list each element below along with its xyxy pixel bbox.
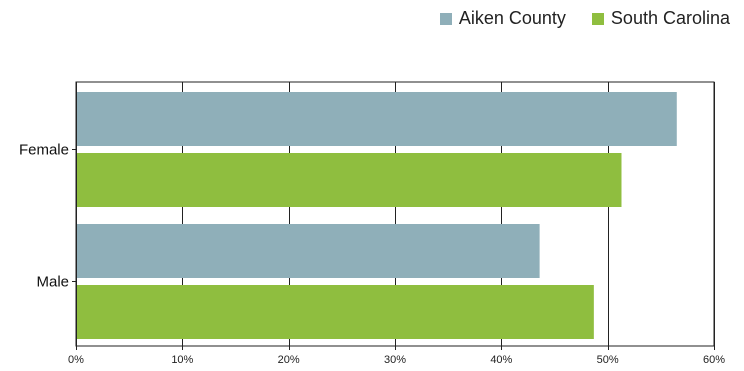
x-tick-label: 50% xyxy=(597,354,619,366)
x-tick-label: 40% xyxy=(490,354,512,366)
x-tick-label: 20% xyxy=(278,354,300,366)
x-tick-label: 10% xyxy=(171,354,193,366)
legend-item-south-carolina: South Carolina xyxy=(591,8,730,29)
bar-female-south-carolina xyxy=(77,153,622,207)
bar-male-south-carolina xyxy=(77,285,594,339)
legend-swatch-south-carolina xyxy=(591,12,604,25)
category-label: Female xyxy=(19,142,69,159)
x-tick-label: 0% xyxy=(68,354,84,366)
legend-item-aiken-county: Aiken County xyxy=(439,8,566,29)
legend-swatch-aiken-county xyxy=(439,12,452,25)
chart-legend: Aiken County South Carolina xyxy=(439,8,730,29)
bar-male-aiken-county xyxy=(77,224,540,278)
category-label: Male xyxy=(36,274,69,291)
x-tick-label: 60% xyxy=(703,354,725,366)
bar-female-aiken-county xyxy=(77,92,677,146)
legend-label-south-carolina: South Carolina xyxy=(610,8,730,28)
x-tick-label: 30% xyxy=(384,354,406,366)
legend-label-aiken-county: Aiken County xyxy=(458,8,566,28)
